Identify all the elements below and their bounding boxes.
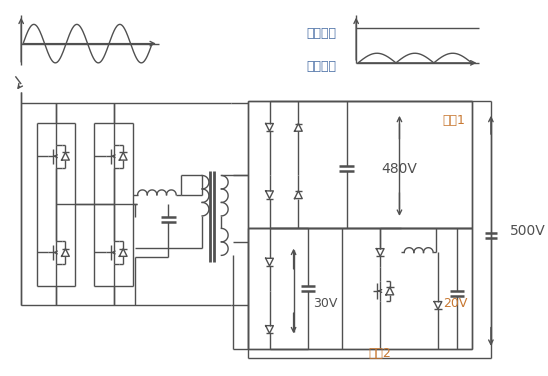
Text: 模组1: 模组1 <box>443 114 466 127</box>
Text: 工频纹波: 工频纹波 <box>306 60 336 73</box>
Text: 输出电压: 输出电压 <box>306 27 336 41</box>
Text: 20V: 20V <box>443 297 467 310</box>
Text: 模组2: 模组2 <box>369 347 392 360</box>
Text: 500V: 500V <box>510 224 546 238</box>
Text: 480V: 480V <box>381 162 418 176</box>
Text: 30V: 30V <box>313 297 337 310</box>
